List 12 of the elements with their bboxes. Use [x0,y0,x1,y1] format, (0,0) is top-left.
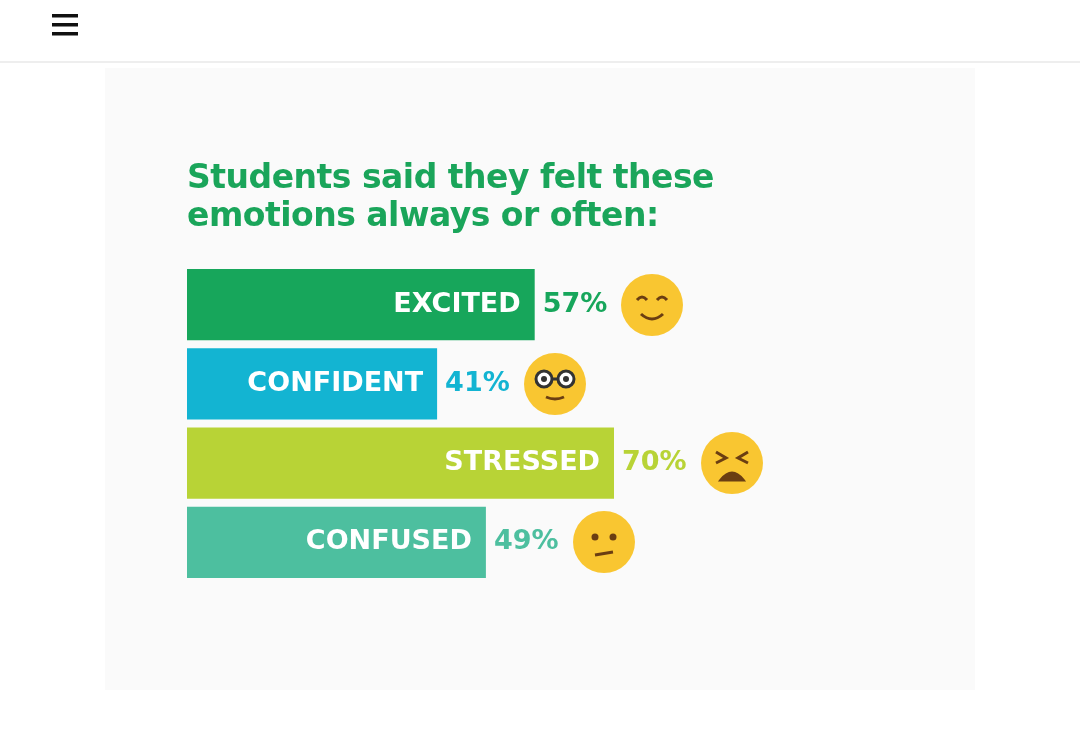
bar [187,268,535,341]
y-tick-label: CONFIDENT [247,365,424,397]
data-label: 70% [622,445,687,477]
y-tick-label: STRESSED [444,445,600,477]
y-tick-label: EXCITED [393,286,521,318]
y-tick-label: CONFUSED [305,524,472,556]
bar [187,506,486,579]
data-label: 49% [493,524,559,556]
bar [187,427,614,499]
data-label: 41% [445,365,510,397]
chart-title: Students said they felt these emotions always or often: [187,157,715,234]
data-label: 57% [542,286,608,318]
